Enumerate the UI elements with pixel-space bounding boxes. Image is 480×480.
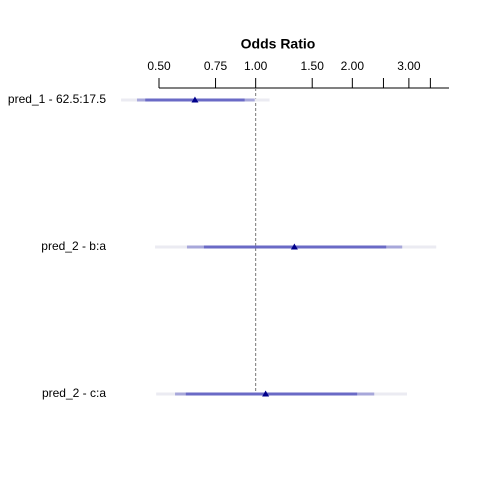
row-label: pred_2 - b:a	[41, 239, 106, 253]
x-tick-label: 0.50	[147, 59, 171, 73]
row-label: pred_2 - c:a	[42, 386, 106, 400]
estimate-point	[290, 243, 298, 250]
x-tick-label: 3.00	[397, 59, 421, 73]
x-tick-label: 1.50	[301, 59, 325, 73]
x-tick-label: 0.75	[204, 59, 228, 73]
x-tick-label: 1.00	[244, 59, 268, 73]
x-tick-label: 2.00	[341, 59, 365, 73]
chart-title: Odds Ratio	[241, 36, 316, 52]
row-label: pred_1 - 62.5:17.5	[8, 92, 106, 106]
estimate-point	[191, 96, 199, 103]
estimate-point	[262, 390, 270, 397]
